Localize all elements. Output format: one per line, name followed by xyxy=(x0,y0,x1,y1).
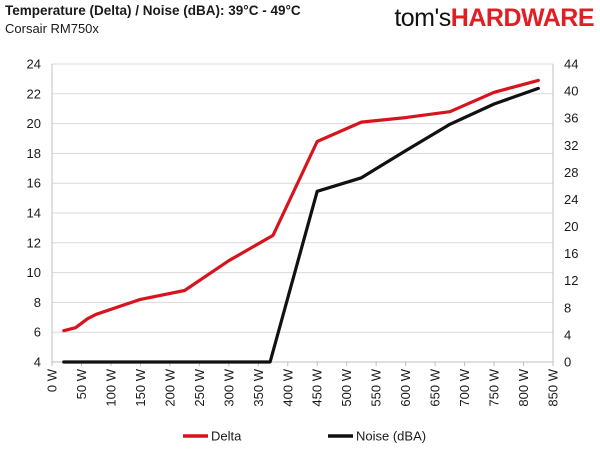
x-tick-label: 750 W xyxy=(487,368,502,406)
y-right-tick-label: 28 xyxy=(564,165,578,180)
y-right-tick-label: 4 xyxy=(564,327,571,342)
x-tick-label: 100 W xyxy=(103,368,118,406)
x-tick-label: 400 W xyxy=(280,368,295,406)
legend-label: Noise (dBA) xyxy=(356,429,426,444)
y-right-tick-label: 12 xyxy=(564,273,578,288)
y-left-tick-label: 16 xyxy=(27,176,41,191)
y-left-tick-label: 8 xyxy=(34,295,41,310)
y-left-tick-label: 20 xyxy=(27,116,41,131)
series-line-noise xyxy=(62,86,540,364)
y-left-tick-label: 10 xyxy=(27,265,41,280)
y-right-tick-label: 40 xyxy=(564,84,578,99)
x-tick-label: 850 W xyxy=(546,368,561,406)
x-tick-label: 300 W xyxy=(221,368,236,406)
x-tick-label: 600 W xyxy=(398,368,413,406)
x-tick-label: 150 W xyxy=(133,368,148,406)
y-right-tick-label: 0 xyxy=(564,355,571,370)
y-right-tick-label: 20 xyxy=(564,219,578,234)
y-right-tick-label: 24 xyxy=(564,192,578,207)
x-tick-label: 800 W xyxy=(516,368,531,406)
x-tick-label: 500 W xyxy=(339,368,354,406)
legend-label: Delta xyxy=(211,429,242,444)
y-right-tick-label: 44 xyxy=(564,57,578,72)
x-tick-label: 650 W xyxy=(428,368,443,406)
y-left-tick-label: 18 xyxy=(27,146,41,161)
y-right-tick-label: 32 xyxy=(564,138,578,153)
chart-subtitle: Corsair RM750x xyxy=(5,21,99,36)
chart-title: Temperature (Delta) / Noise (dBA): 39°C … xyxy=(5,3,301,18)
y-left-tick-label: 12 xyxy=(27,235,41,250)
y-right-tick-label: 8 xyxy=(564,300,571,315)
y-right-tick-label: 16 xyxy=(564,246,578,261)
x-tick-label: 250 W xyxy=(192,368,207,406)
x-tick-label: 550 W xyxy=(369,368,384,406)
x-tick-label: 700 W xyxy=(457,368,472,406)
x-tick-label: 50 W xyxy=(74,368,89,399)
x-tick-label: 450 W xyxy=(310,368,325,406)
x-tick-label: 350 W xyxy=(251,368,266,406)
y-left-tick-label: 4 xyxy=(34,355,41,370)
brand-logo-part2: HARDWARE xyxy=(450,4,595,32)
y-left-tick-label: 22 xyxy=(27,86,41,101)
y-left-tick-label: 6 xyxy=(34,325,41,340)
x-tick-label: 0 W xyxy=(45,368,60,392)
series-line-delta xyxy=(62,78,540,333)
y-left-tick-label: 14 xyxy=(27,206,41,221)
brand-logo-part1: tom's xyxy=(394,4,451,32)
y-right-tick-label: 36 xyxy=(564,111,578,126)
y-left-tick-label: 24 xyxy=(27,57,41,72)
x-tick-label: 200 W xyxy=(162,368,177,406)
brand-logo: tom'sHARDWARE xyxy=(394,4,594,33)
